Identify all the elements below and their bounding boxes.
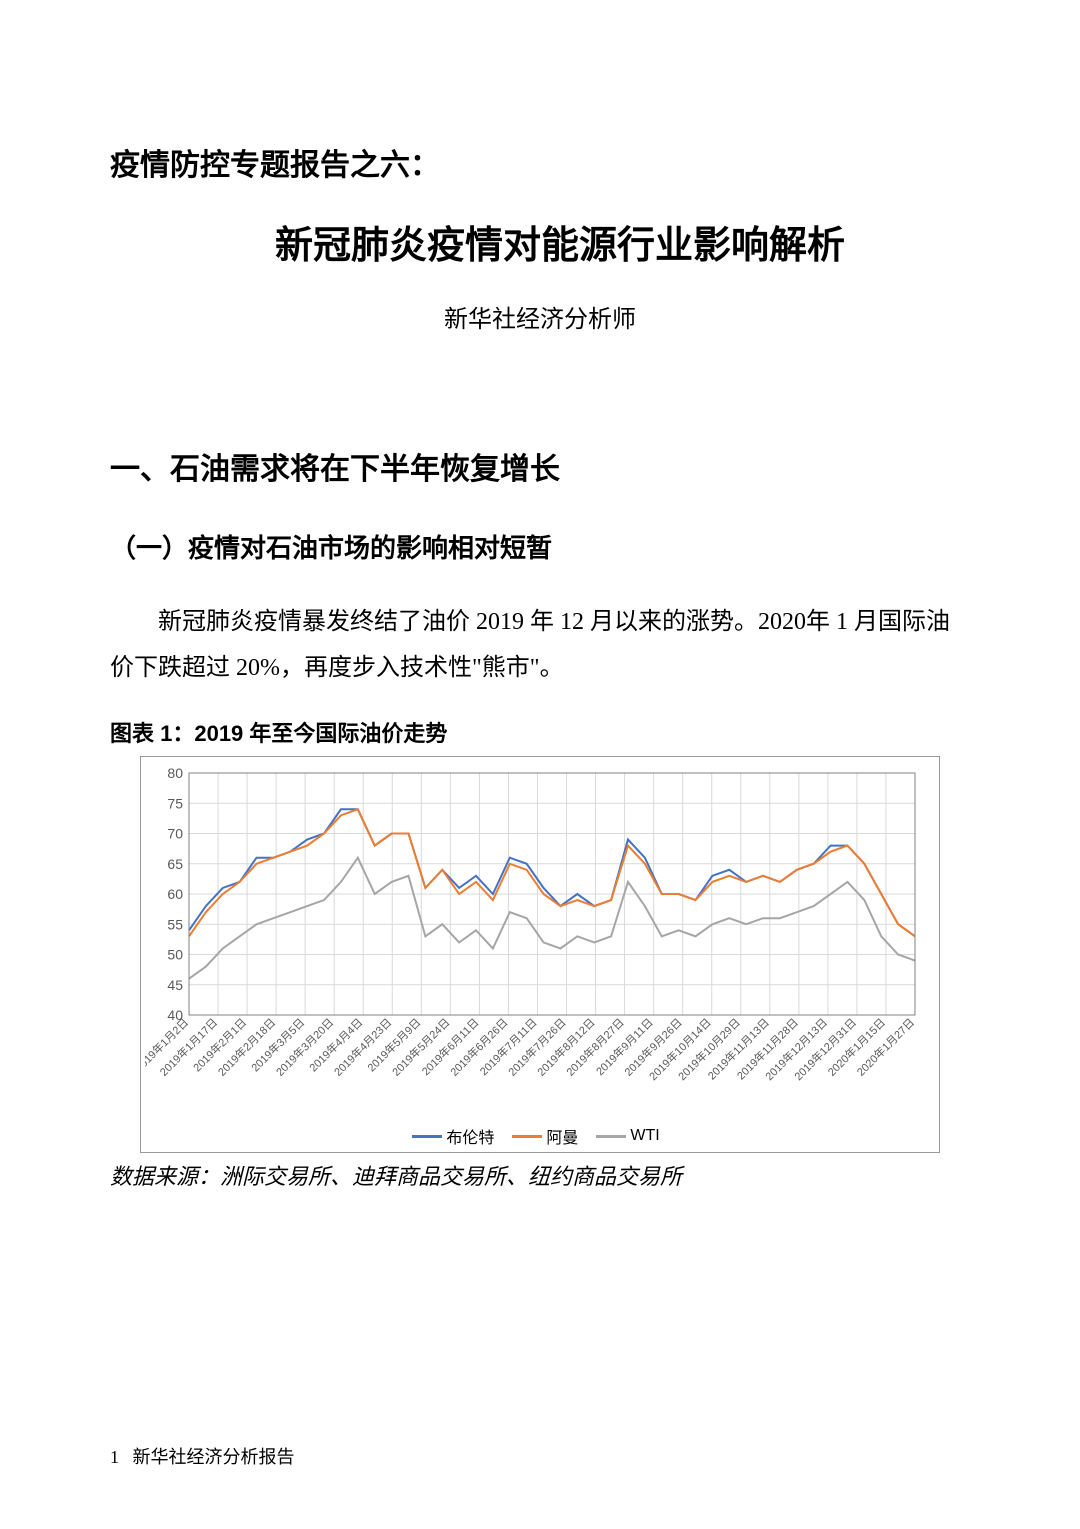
chart-source: 数据来源：洲际交易所、迪拜商品交易所、纽约商品交易所 bbox=[110, 1159, 970, 1191]
report-title: 新冠肺炎疫情对能源行业影响解析 bbox=[110, 214, 970, 269]
svg-text:65: 65 bbox=[167, 856, 183, 872]
svg-text:45: 45 bbox=[167, 977, 183, 993]
legend-swatch bbox=[412, 1135, 442, 1138]
section-heading: 一、石油需求将在下半年恢复增长 bbox=[110, 444, 970, 488]
svg-text:80: 80 bbox=[167, 765, 183, 781]
legend-item: 阿曼 bbox=[512, 1124, 578, 1148]
svg-text:50: 50 bbox=[167, 947, 183, 963]
legend-item: WTI bbox=[596, 1124, 659, 1148]
svg-text:55: 55 bbox=[167, 916, 183, 932]
svg-text:70: 70 bbox=[167, 826, 183, 842]
oil-price-line-chart: 4045505560657075802019年1月2日2019年1月17日201… bbox=[145, 765, 925, 1115]
chart-title: 图表 1：2019 年至今国际油价走势 bbox=[110, 716, 970, 748]
page-number: 1 bbox=[110, 1447, 119, 1467]
footer-text: 新华社经济分析报告 bbox=[133, 1447, 295, 1467]
svg-text:60: 60 bbox=[167, 886, 183, 902]
legend-swatch bbox=[512, 1135, 542, 1138]
legend-label: 布伦特 bbox=[446, 1124, 494, 1148]
legend-label: WTI bbox=[630, 1127, 659, 1145]
legend-label: 阿曼 bbox=[546, 1124, 578, 1148]
page-footer: 1 新华社经济分析报告 bbox=[110, 1443, 295, 1469]
chart-legend: 布伦特 阿曼 WTI bbox=[145, 1124, 927, 1148]
chart-container: 4045505560657075802019年1月2日2019年1月17日201… bbox=[140, 756, 940, 1153]
subsection-heading: （一）疫情对石油市场的影响相对短暂 bbox=[110, 528, 970, 565]
legend-swatch bbox=[596, 1135, 626, 1138]
report-author: 新华社经济分析师 bbox=[110, 299, 970, 334]
svg-text:75: 75 bbox=[167, 795, 183, 811]
legend-item: 布伦特 bbox=[412, 1124, 494, 1148]
report-subtitle: 疫情防控专题报告之六： bbox=[110, 140, 970, 184]
body-paragraph: 新冠肺炎疫情暴发终结了油价 2019 年 12 月以来的涨势。2020年 1 月… bbox=[110, 600, 970, 691]
